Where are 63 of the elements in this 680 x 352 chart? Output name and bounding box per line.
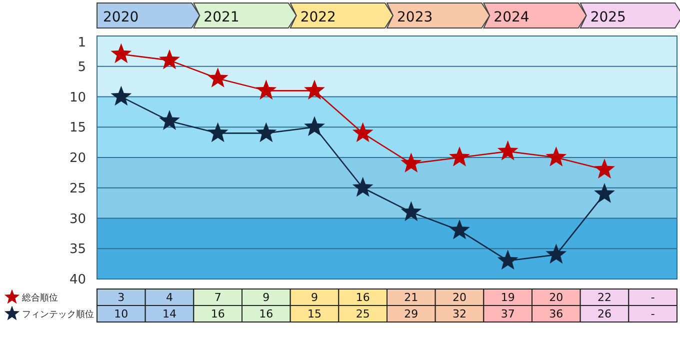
data-label: 14 [162, 308, 176, 321]
x-tick-label: 2021 [204, 10, 240, 26]
data-label: 36 [549, 308, 564, 321]
data-label: 20 [452, 291, 466, 304]
point [304, 116, 325, 136]
point [546, 146, 567, 166]
y-tick-label: 1 [78, 36, 86, 51]
point [497, 250, 518, 270]
y-tick-label: 10 [69, 90, 86, 106]
y-tick-label: 20 [69, 151, 86, 166]
point [594, 182, 615, 203]
point [110, 86, 132, 106]
data-label: 37 [500, 308, 515, 321]
data-label: 15 [308, 308, 322, 321]
point [594, 158, 615, 179]
x-tick-label: 2023 [397, 10, 433, 26]
data-label: 22 [598, 291, 612, 304]
text: - [650, 291, 655, 304]
point [159, 110, 180, 130]
point [352, 176, 374, 197]
y-tick-label: 35 [69, 242, 86, 258]
point [207, 122, 228, 142]
data-label: 19 [500, 291, 515, 304]
point [256, 80, 277, 100]
point [449, 146, 470, 166]
point [400, 152, 422, 172]
legend-label: フィンテック順位 [22, 308, 94, 320]
data-label: 9 [311, 291, 318, 304]
y-tick-label: 15 [69, 120, 86, 136]
data-label: 4 [166, 291, 173, 304]
text: - [650, 308, 655, 321]
legend-label: 総合順位 [21, 292, 58, 304]
x-tick-label: 2022 [300, 10, 336, 26]
data-label: 25 [356, 308, 370, 321]
x-tick-label: 2020 [103, 10, 139, 26]
point [449, 219, 470, 240]
point [159, 49, 180, 70]
data-label: 9 [262, 291, 270, 304]
data-label: 16 [259, 308, 274, 321]
x-tick-label: 2025 [590, 10, 626, 26]
point [546, 244, 567, 264]
x-tick-label: 2024 [494, 10, 530, 26]
data-label: 26 [598, 308, 612, 321]
point [110, 43, 132, 64]
data-label: 3 [118, 291, 125, 304]
data-label: 29 [404, 308, 418, 321]
data-label: 7 [214, 291, 222, 304]
point [400, 201, 422, 222]
point [207, 68, 228, 88]
data-label: 32 [452, 308, 466, 321]
data-label: 10 [114, 308, 128, 321]
data-label: 21 [404, 291, 418, 304]
y-tick-label: 40 [69, 272, 86, 288]
data-label: 16 [210, 308, 225, 321]
point [352, 122, 374, 142]
point [304, 80, 325, 100]
data-label: 16 [356, 291, 370, 304]
y-tick-label: 25 [69, 181, 86, 196]
y-tick-label: 30 [69, 212, 86, 227]
point [256, 122, 277, 142]
y-tick-label: 5 [78, 60, 86, 75]
data-label: 20 [549, 291, 564, 304]
point [497, 140, 518, 160]
